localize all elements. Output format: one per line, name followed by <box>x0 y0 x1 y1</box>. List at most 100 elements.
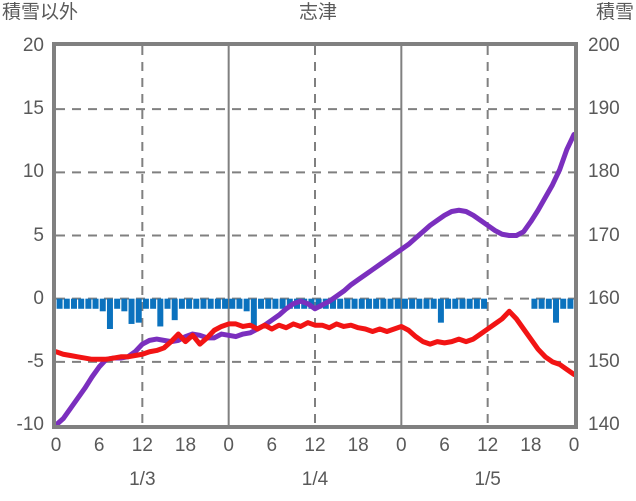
x-axis-day-label: 1/3 <box>129 469 156 490</box>
precipitation-bar <box>351 298 358 309</box>
precipitation-bar <box>214 298 221 309</box>
x-axis-day-label: 1/4 <box>301 469 329 490</box>
x-axis-tick-label: 18 <box>347 435 369 456</box>
right-axis-tick-label: 200 <box>588 35 620 56</box>
right-axis-tick-label: 160 <box>588 287 620 309</box>
series-lines <box>56 131 574 425</box>
right-axis-tick-label: 150 <box>588 350 620 372</box>
right-axis-tick-label: 190 <box>588 98 620 120</box>
precipitation-bar <box>207 298 214 309</box>
precipitation-bar <box>430 298 437 309</box>
x-axis-tick-label: 0 <box>50 435 62 456</box>
precipitation-bar <box>229 298 236 309</box>
left-axis-tick-label: -10 <box>16 414 44 435</box>
precipitation-bar <box>423 298 430 309</box>
left-axis-tick-label: -5 <box>27 350 44 372</box>
precipitation-bar <box>128 298 135 324</box>
precipitation-bar <box>459 298 466 309</box>
precipitation-bar <box>157 298 164 327</box>
precipitation-bar <box>78 298 85 309</box>
precipitation-bar <box>200 298 207 309</box>
precipitation-bar <box>473 298 480 309</box>
precipitation-bar <box>114 298 121 309</box>
x-axis-tick-label: 6 <box>439 435 450 456</box>
precipitation-bar <box>531 298 538 309</box>
plot-area <box>52 42 578 429</box>
left-axis-tick-label: 20 <box>22 35 44 56</box>
precipitation-bar <box>193 298 200 309</box>
x-axis-tick-label: 18 <box>174 435 197 456</box>
precipitation-bar <box>445 298 452 309</box>
precipitation-bar <box>437 298 444 323</box>
x-axis-tick-label: 12 <box>477 435 499 456</box>
left-axis-tick-label: 0 <box>33 287 44 309</box>
left-axis-tick-label: 5 <box>33 224 44 246</box>
precipitation-bar <box>142 298 149 309</box>
precipitation-bar <box>85 298 92 309</box>
x-axis-day-label: 1/5 <box>474 469 501 490</box>
precipitation-bar <box>243 298 250 312</box>
precipitation-bar <box>373 298 380 309</box>
right-axis-title: 積雪 <box>595 2 634 23</box>
precipitation-bar <box>106 298 113 329</box>
precipitation-bar <box>70 298 77 309</box>
precipitation-bar <box>279 298 286 309</box>
x-axis-tick-label: 6 <box>93 435 105 456</box>
plot-svg <box>56 46 574 425</box>
precipitation-bar <box>481 298 488 309</box>
precipitation-bar <box>236 298 243 309</box>
precipitation-bar <box>466 298 473 309</box>
precipitation-bar <box>150 298 157 309</box>
snow-depth-line <box>56 131 574 425</box>
precipitation-bar <box>387 298 394 309</box>
precipitation-bar <box>56 298 63 309</box>
precipitation-bar <box>401 298 408 309</box>
precipitation-bar <box>538 298 545 309</box>
precipitation-bar <box>545 298 552 309</box>
precipitation-bar <box>394 298 401 309</box>
x-axis-tick-label: 18 <box>520 435 542 456</box>
x-axis-tick-label: 6 <box>266 435 278 456</box>
precipitation-bar <box>416 298 423 309</box>
precipitation-bar <box>358 298 365 309</box>
x-axis-tick-label: 0 <box>223 435 234 456</box>
precipitation-bar <box>337 298 344 309</box>
precipitation-bar <box>452 298 459 309</box>
precipitation-bar <box>315 298 322 309</box>
precipitation-bar <box>258 298 265 309</box>
precipitation-bar <box>135 298 142 323</box>
precipitation-bar <box>92 298 99 309</box>
precipitation-bar <box>178 298 185 309</box>
precipitation-bar <box>567 298 574 309</box>
precipitation-bar <box>63 298 70 309</box>
precipitation-bar <box>344 298 351 309</box>
precipitation-bar <box>250 298 257 327</box>
precipitation-bar <box>560 298 567 309</box>
x-axis-tick-label: 12 <box>304 435 326 456</box>
precipitation-bar <box>171 298 178 321</box>
precipitation-bar <box>164 298 171 309</box>
precipitation-bar <box>99 298 106 312</box>
precipitation-bar <box>380 298 387 309</box>
gridlines <box>56 46 574 425</box>
left-axis-title: 積雪以外 <box>2 2 79 23</box>
precipitation-bar <box>265 298 272 309</box>
right-axis-tick-label: 180 <box>588 161 620 183</box>
right-axis-tick-label: 140 <box>588 414 620 435</box>
right-axis-tick-label: 170 <box>588 224 620 246</box>
x-axis-tick-label: 0 <box>568 435 580 456</box>
precipitation-bar <box>329 298 336 309</box>
precipitation-bar <box>409 298 416 309</box>
x-axis-tick-label: 12 <box>131 435 153 456</box>
precipitation-bar <box>553 298 560 323</box>
temperature-line <box>56 308 574 377</box>
precipitation-bar <box>272 298 279 309</box>
precipitation-bar <box>186 298 193 309</box>
precipitation-bar <box>222 298 229 309</box>
x-axis-tick-label: 0 <box>396 435 407 456</box>
plot-inner <box>56 46 574 425</box>
left-axis-tick-label: 10 <box>22 161 44 183</box>
left-axis-tick-label: 15 <box>22 98 44 120</box>
page-title: 志津 <box>298 2 337 23</box>
